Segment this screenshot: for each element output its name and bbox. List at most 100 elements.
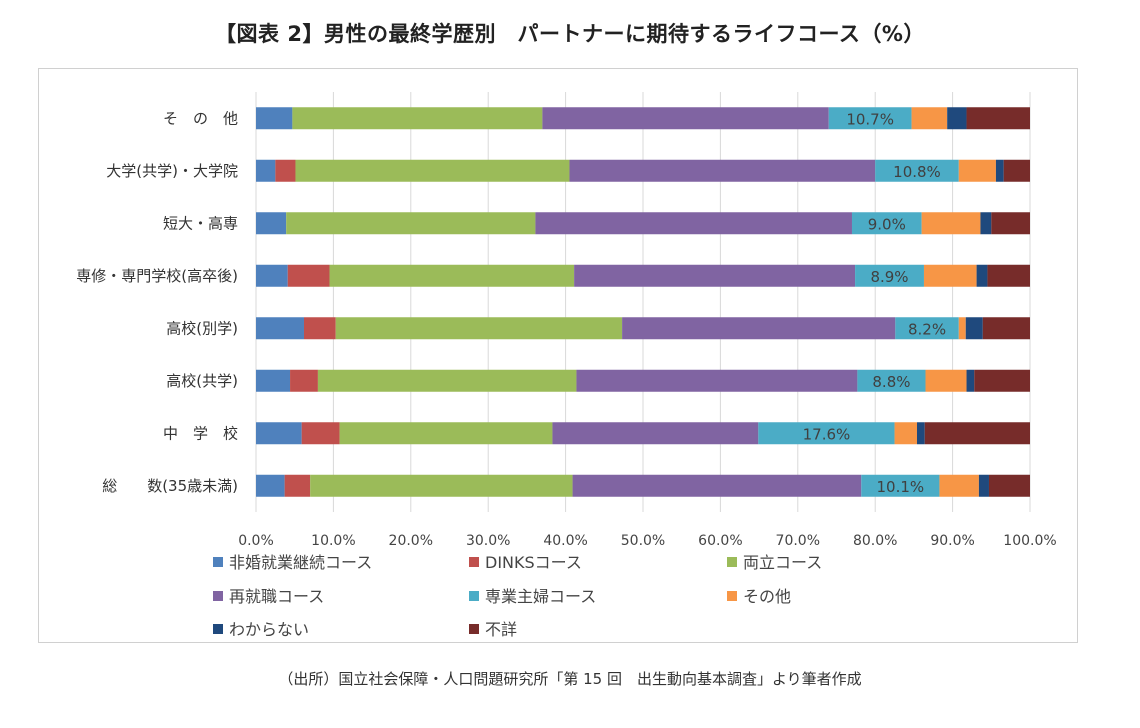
legend-label: 非婚就業継続コース (229, 553, 372, 572)
bar-segment (569, 159, 876, 182)
legend-swatch (469, 624, 479, 634)
category-label: 高校(別学) (166, 319, 238, 337)
bar-segment (290, 369, 318, 392)
bar-segment (861, 474, 940, 497)
bar-segment (857, 369, 926, 392)
data-label: 9.0% (868, 215, 906, 233)
bar-segment (574, 264, 856, 287)
bar-segment (256, 474, 285, 497)
bar-segment (924, 422, 1030, 445)
source-note: （出所）国立社会保障・人口問題研究所「第 15 回 出生動向基本調査」より筆者作… (278, 670, 862, 688)
bar-segment (947, 107, 967, 130)
legend-label: 再就職コース (229, 587, 324, 606)
bar-segment (828, 107, 912, 130)
x-tick-label: 50.0% (621, 533, 665, 549)
bar-segment (851, 212, 922, 235)
bar-segment (966, 369, 975, 392)
chart-frame (38, 68, 1078, 643)
category-label: 短大・高専 (163, 214, 238, 232)
bar-segment (284, 474, 311, 497)
legend-swatch (727, 557, 737, 567)
bar-segment (303, 317, 336, 340)
bar-segment (916, 422, 925, 445)
bar-segment (287, 264, 330, 287)
legend-swatch (469, 591, 479, 601)
data-label: 10.1% (877, 478, 925, 496)
bar-segment (256, 317, 304, 340)
legend-label: その他 (743, 587, 791, 606)
category-label: 中 学 校 (163, 424, 238, 442)
bar-segment (339, 422, 553, 445)
legend-swatch (213, 557, 223, 567)
bar-segment (292, 107, 543, 130)
bar-segment (855, 264, 924, 287)
legend-swatch (213, 591, 223, 601)
data-label: 10.7% (846, 110, 894, 128)
bar-segment (939, 474, 979, 497)
bar-segment (317, 369, 577, 392)
bar-segment (980, 212, 992, 235)
x-tick-label: 30.0% (466, 533, 510, 549)
category-label: 高校(共学) (166, 372, 238, 390)
bar-segment (923, 264, 977, 287)
bar-segment (991, 212, 1030, 235)
bar-segment (576, 369, 858, 392)
category-label: そ の 他 (163, 109, 238, 127)
bar-segment (758, 422, 895, 445)
bar-segment (310, 474, 573, 497)
x-tick-label: 0.0% (238, 533, 274, 549)
bar-segment (572, 474, 862, 497)
bar-segment (256, 369, 291, 392)
data-label: 8.2% (908, 320, 946, 338)
legend-swatch (727, 591, 737, 601)
legend-label: DINKSコース (485, 553, 582, 572)
bar-segment (329, 264, 575, 287)
category-label: 大学(共学)・大学院 (106, 162, 238, 180)
chart-title: 【図表 2】男性の最終学歴別 パートナーに期待するライフコース（%） (215, 22, 925, 46)
x-tick-label: 80.0% (853, 533, 897, 549)
bar-segment (301, 422, 340, 445)
bar-segment (911, 107, 948, 130)
data-label: 8.8% (872, 373, 910, 391)
x-tick-label: 40.0% (543, 533, 587, 549)
bar-segment (965, 317, 983, 340)
bar-segment (256, 212, 287, 235)
bar-segment (256, 107, 293, 130)
bar-segment (987, 264, 1030, 287)
legend-label: 不詳 (485, 620, 517, 639)
bar-segment (295, 159, 570, 182)
bar-segment (966, 107, 1030, 130)
legend-swatch (213, 624, 223, 634)
data-label: 10.8% (893, 163, 941, 181)
bar-segment (256, 422, 302, 445)
x-tick-label: 100.0% (1003, 533, 1056, 549)
x-tick-label: 60.0% (698, 533, 742, 549)
bar-segment (921, 212, 981, 235)
bar-segment (988, 474, 1030, 497)
legend-label: わからない (229, 620, 309, 639)
bar-segment (995, 159, 1004, 182)
bar-segment (535, 212, 852, 235)
legend-swatch (469, 557, 479, 567)
bar-segment (958, 317, 966, 340)
category-label: 総 数(35歳未満) (102, 477, 238, 495)
bar-segment (976, 264, 988, 287)
bar-segment (1003, 159, 1030, 182)
bar-segment (875, 159, 959, 182)
bar-segment (275, 159, 296, 182)
bar-segment (335, 317, 623, 340)
x-tick-label: 20.0% (389, 533, 433, 549)
bar-segment (552, 422, 759, 445)
legend-label: 両立コース (743, 553, 822, 572)
bar-segment (894, 422, 917, 445)
bar-segment (925, 369, 967, 392)
data-label: 8.9% (870, 268, 908, 286)
bar-segment (286, 212, 536, 235)
bar-segment (958, 159, 996, 182)
x-tick-label: 90.0% (930, 533, 974, 549)
data-label: 17.6% (803, 425, 851, 443)
bar-segment (974, 369, 1030, 392)
bar-segment (622, 317, 896, 340)
bar-segment (542, 107, 829, 130)
